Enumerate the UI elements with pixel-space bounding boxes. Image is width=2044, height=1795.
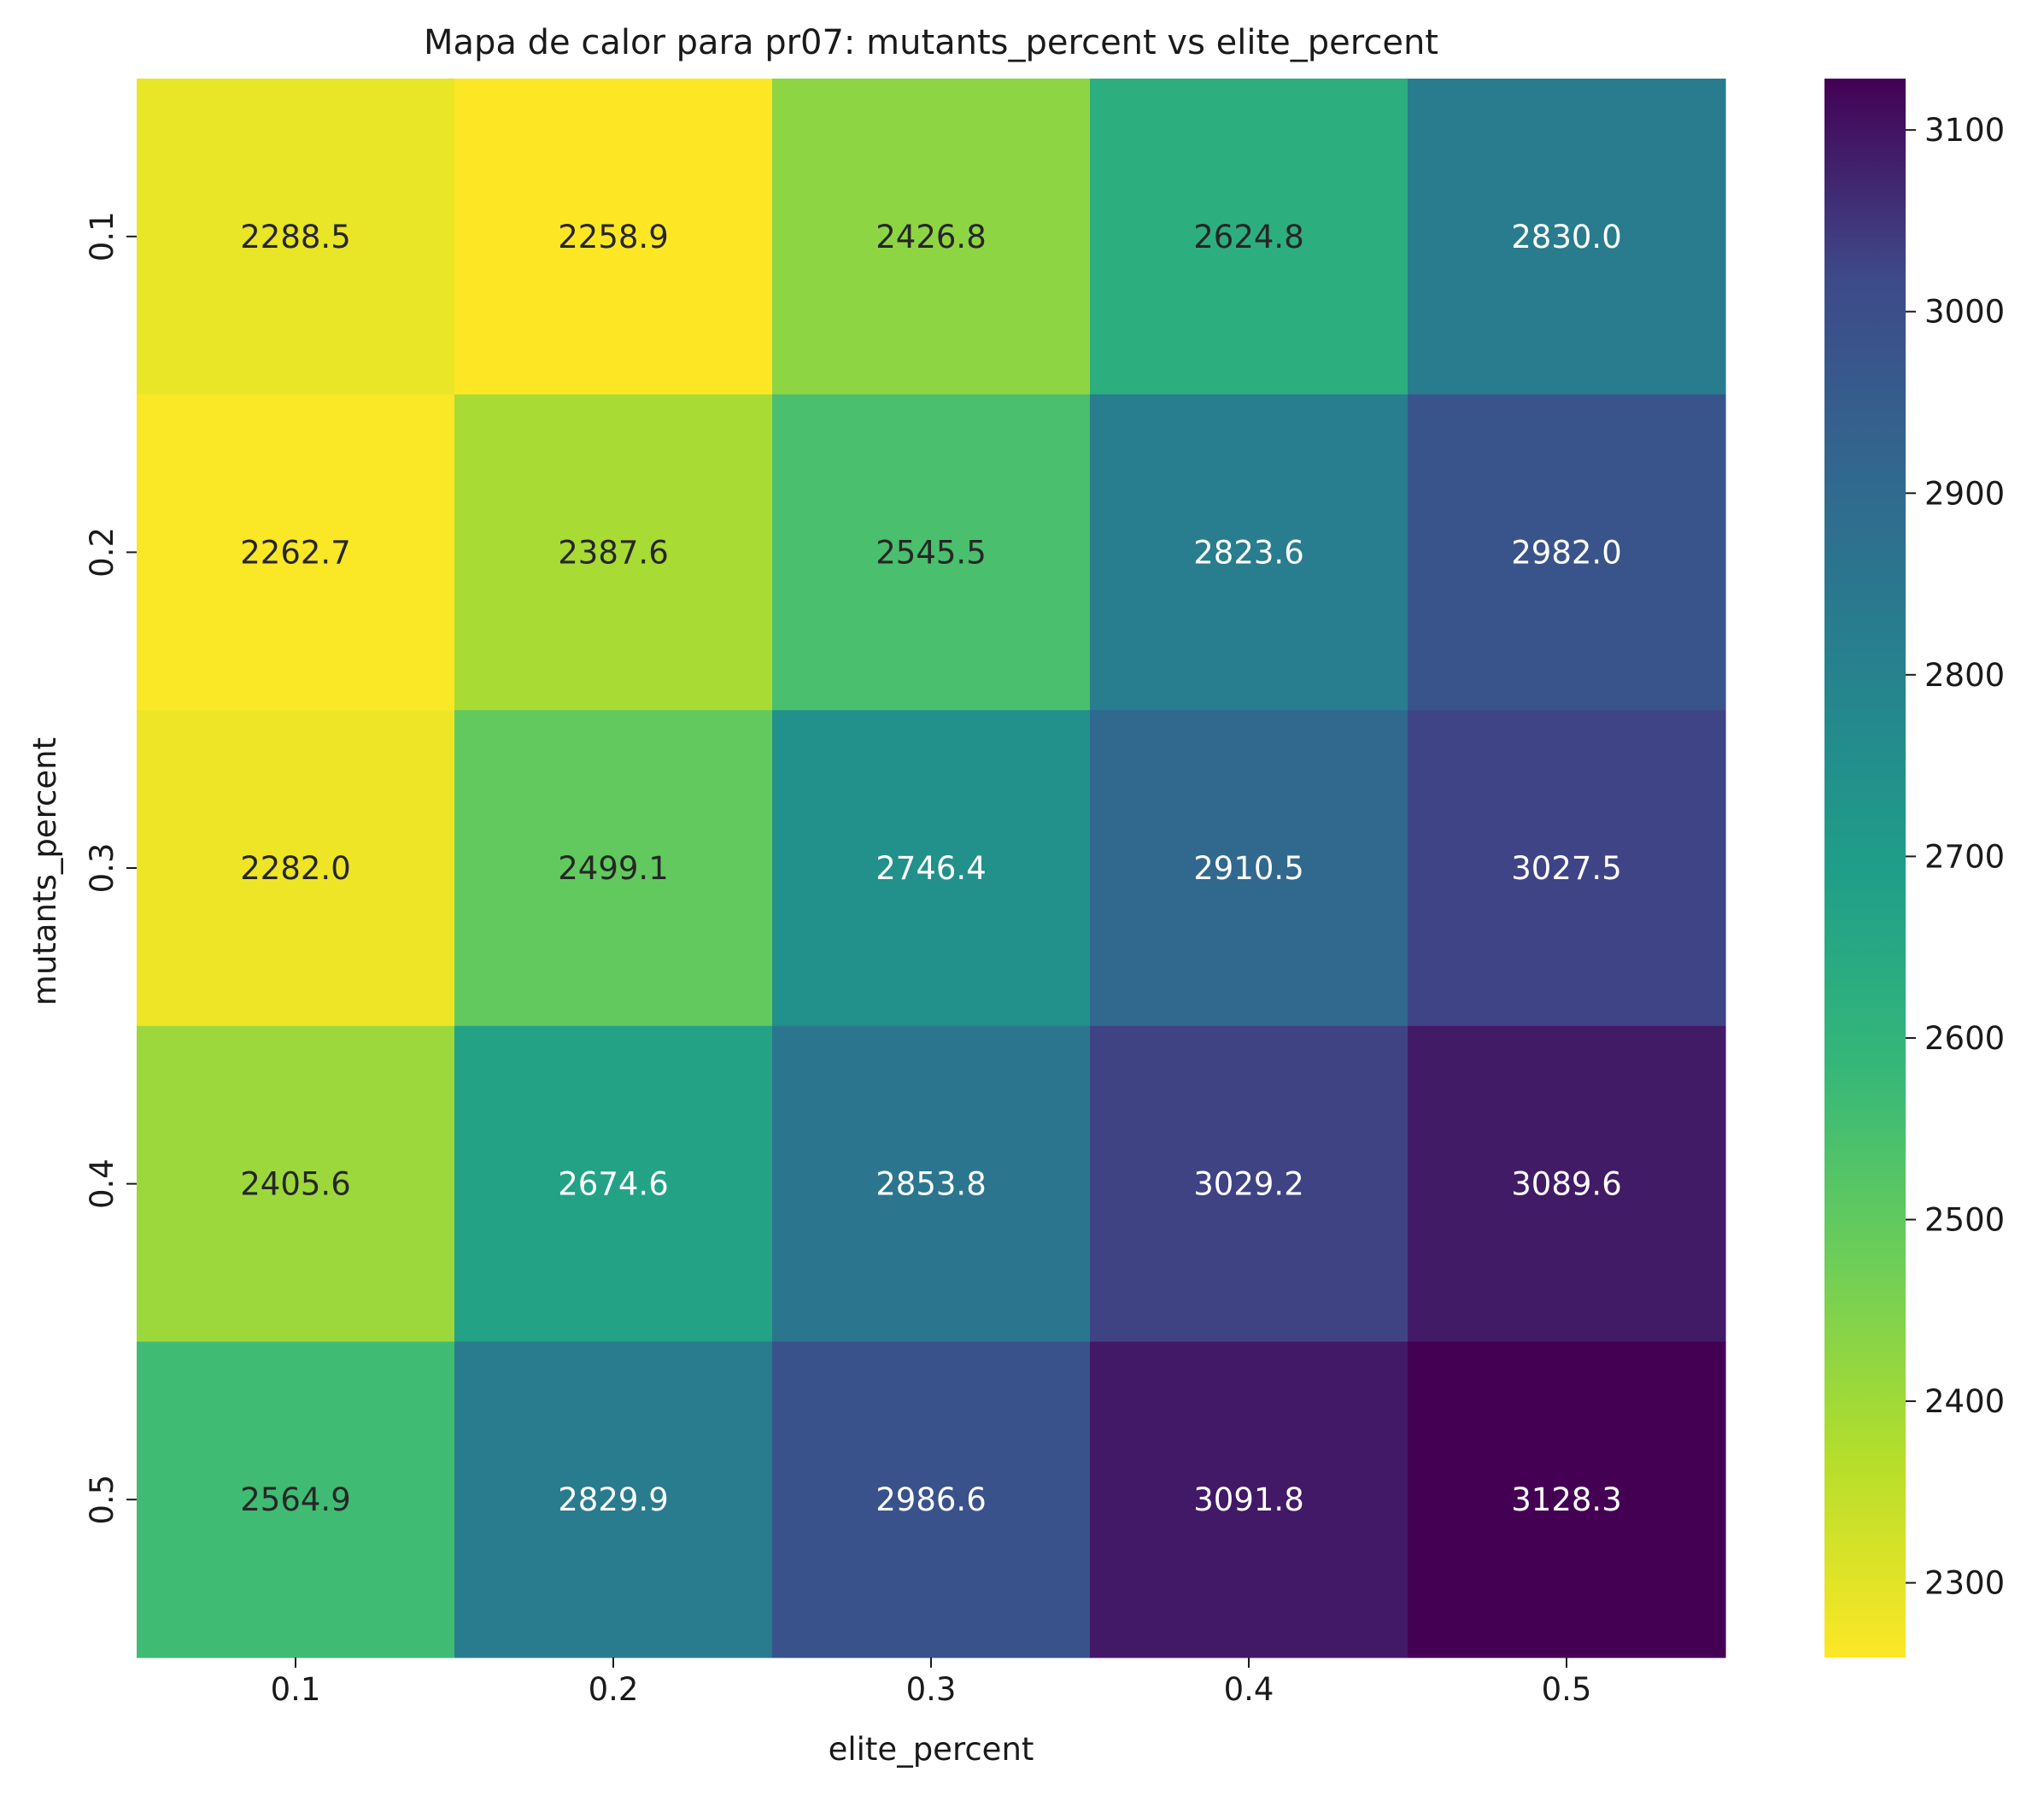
cell-value-label: 2746.4 (876, 850, 986, 887)
cell-value-label: 2405.6 (240, 1166, 350, 1203)
colorbar-tick-label: 2700 (1924, 838, 2005, 875)
heatmap-cell (137, 710, 455, 1027)
cell-value-label: 2288.5 (240, 219, 350, 255)
heatmap-cell (772, 1341, 1091, 1658)
y-tick-label: 0.2 (84, 527, 120, 578)
heatmap-cell (137, 1025, 455, 1342)
y-tick-label: 0.3 (84, 843, 120, 894)
x-tick-label: 0.1 (271, 1671, 321, 1708)
cell-value-label: 2829.9 (558, 1481, 668, 1518)
heatmap-cell (1090, 394, 1409, 711)
cell-value-label: 3091.8 (1193, 1481, 1303, 1518)
x-tick-label: 0.4 (1224, 1671, 1274, 1708)
heatmap-cell (1408, 79, 1726, 396)
x-tick-label: 0.5 (1542, 1671, 1592, 1708)
cell-value-label: 3027.5 (1511, 850, 1621, 887)
cell-value-label: 2982.0 (1511, 534, 1621, 571)
cell-value-label: 2986.6 (876, 1481, 986, 1518)
cell-value-label: 2426.8 (876, 219, 986, 255)
colorbar-tick-label: 3000 (1924, 294, 2005, 331)
x-tick-label: 0.2 (589, 1671, 639, 1708)
heatmap-cell (137, 1341, 455, 1658)
x-tick-label: 0.3 (906, 1671, 957, 1708)
y-axis-ticks: 0.1 0.2 0.3 0.4 0.5 (84, 211, 137, 1525)
heatmap-cell (454, 1341, 773, 1658)
heatmap-cell (454, 79, 773, 396)
colorbar-tick-label: 2300 (1924, 1565, 2005, 1602)
heatmap-cell (772, 394, 1091, 711)
x-axis-ticks: 0.1 0.2 0.3 0.4 0.5 (271, 1657, 1592, 1708)
cell-value-label: 3128.3 (1511, 1481, 1621, 1518)
y-tick-label: 0.1 (84, 211, 120, 261)
chart-title: Mapa de calor para pr07: mutants_percent… (424, 23, 1438, 62)
heatmap-cell (1408, 1341, 1726, 1658)
cell-value-label: 2853.8 (876, 1166, 986, 1203)
cell-value-label: 3089.6 (1511, 1166, 1621, 1203)
colorbar-tick-label: 3100 (1924, 112, 2005, 149)
heatmap-cell (454, 1025, 773, 1342)
y-tick-label: 0.5 (84, 1475, 120, 1525)
cell-value-label: 2262.7 (240, 534, 350, 571)
colorbar-tick-label: 2400 (1924, 1383, 2005, 1420)
heatmap-cells (137, 79, 1726, 1658)
heatmap-cell (137, 394, 455, 711)
cell-value-label: 2282.0 (240, 850, 350, 887)
cell-value-label: 2387.6 (558, 534, 668, 571)
x-axis-label: elite_percent (829, 1731, 1034, 1768)
heatmap-cell (454, 394, 773, 711)
cell-value-label: 2910.5 (1193, 850, 1303, 887)
cell-annotations: 2288.5 2258.9 2426.8 2624.8 2830.0 2262.7 2387… (240, 219, 1621, 1518)
y-tick-label: 0.4 (84, 1159, 120, 1209)
heatmap-cell (772, 1025, 1091, 1342)
heatmap-cell (1408, 394, 1726, 711)
heatmap-cell (772, 710, 1091, 1027)
colorbar-tick-label: 2800 (1924, 657, 2005, 694)
cell-value-label: 2674.6 (558, 1166, 668, 1203)
colorbar-tick-label: 2500 (1924, 1202, 2005, 1239)
heatmap-cell (772, 79, 1091, 396)
heatmap-cell (137, 79, 455, 396)
colorbar-tick-label: 2900 (1924, 475, 2005, 512)
y-axis-label: mutants_percent (26, 737, 63, 1006)
cell-value-label: 2564.9 (240, 1481, 350, 1518)
cell-value-label: 2830.0 (1511, 219, 1621, 255)
heatmap-cell (1090, 710, 1409, 1027)
cell-value-label: 2624.8 (1193, 219, 1303, 255)
heatmap-cell (1090, 1025, 1409, 1342)
cell-value-label: 2545.5 (876, 534, 986, 571)
colorbar (1824, 79, 1906, 1657)
cell-value-label: 2823.6 (1193, 534, 1303, 571)
heatmap-cell (454, 710, 773, 1027)
heatmap-cell (1090, 1341, 1409, 1658)
cell-value-label: 2258.9 (558, 219, 668, 255)
cell-value-label: 3029.2 (1193, 1166, 1303, 1203)
cell-value-label: 2499.1 (558, 850, 668, 887)
heatmap-cell (1090, 79, 1409, 396)
colorbar-ticks: 2300 2400 2500 2600 2700 2800 2900 3000 3100 (1906, 112, 2005, 1602)
heatmap-cell (1408, 710, 1726, 1027)
heatmap-cell (1408, 1025, 1726, 1342)
colorbar-tick-label: 2600 (1924, 1020, 2005, 1057)
